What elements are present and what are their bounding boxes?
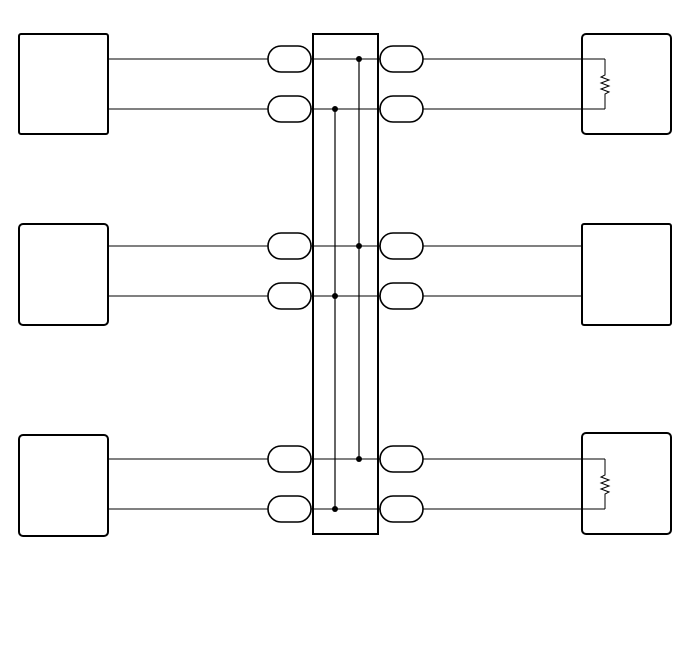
- right-connectors: [379, 45, 424, 523]
- connector-left-1-b: [267, 95, 312, 123]
- connector-left-2-b: [267, 282, 312, 310]
- junction-dot: [356, 56, 362, 62]
- junction-block: [312, 33, 379, 535]
- termination-resistor-3: [582, 458, 611, 510]
- junction-internal-wires: [313, 58, 378, 510]
- junction-dot: [356, 243, 362, 249]
- connector-right-3-a: [379, 445, 424, 473]
- connector-left-1-a: [267, 45, 312, 73]
- resistor-icon: [599, 59, 611, 109]
- termination-resistor-1: [582, 58, 611, 110]
- connector-right-1-b: [379, 95, 424, 123]
- junction-dot: [332, 506, 338, 512]
- connector-right-2-b: [379, 282, 424, 310]
- right-device-3: [581, 432, 672, 535]
- connector-right-2-a: [379, 232, 424, 260]
- right-device-2: [581, 223, 672, 326]
- left-device-1: [18, 33, 109, 135]
- junction-dot: [332, 293, 338, 299]
- left-device-3: [18, 434, 109, 537]
- junction-dots: [332, 56, 362, 512]
- left-connectors: [267, 45, 312, 523]
- junction-dot: [356, 456, 362, 462]
- connector-right-3-b: [379, 495, 424, 523]
- connector-left-3-b: [267, 495, 312, 523]
- junction-dot: [332, 106, 338, 112]
- connector-left-3-a: [267, 445, 312, 473]
- resistor-icon: [599, 459, 611, 509]
- right-device-1: [581, 33, 672, 135]
- connector-left-2-a: [267, 232, 312, 260]
- connector-right-1-a: [379, 45, 424, 73]
- left-device-2: [18, 223, 109, 326]
